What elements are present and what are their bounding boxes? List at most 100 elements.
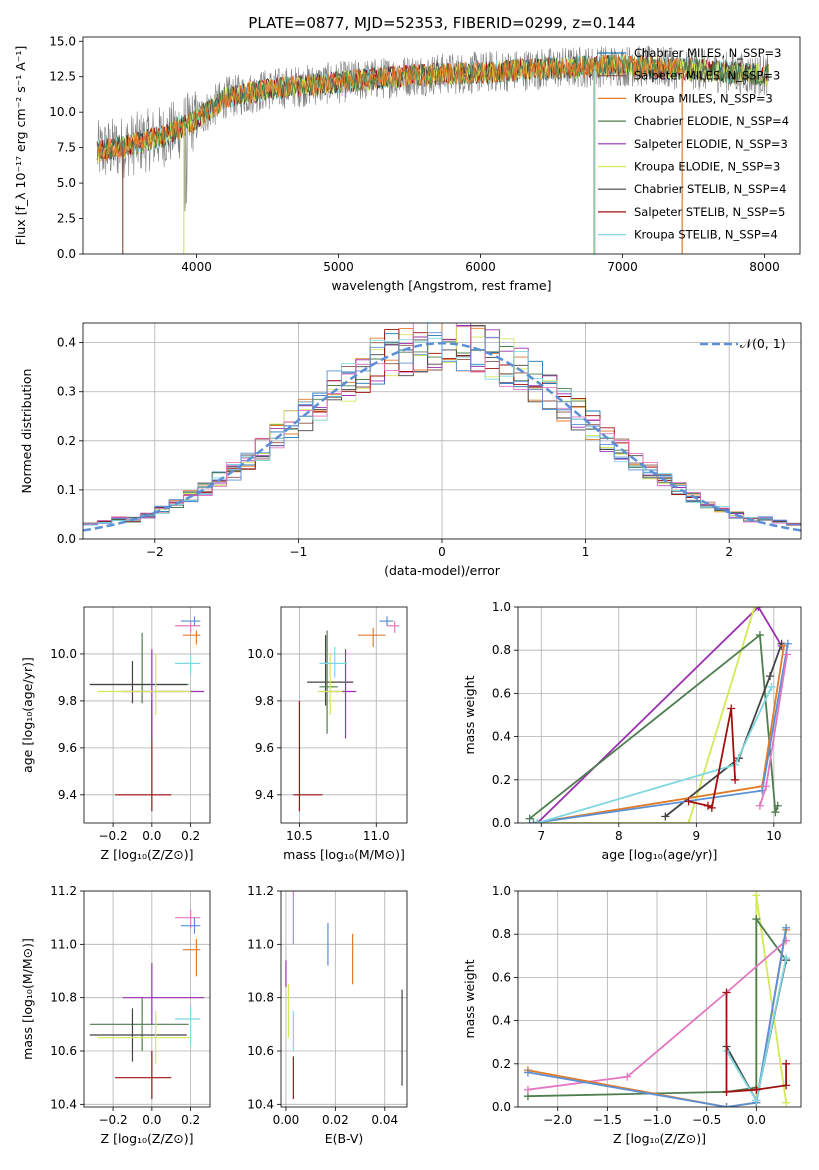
plus-marker [661,812,670,821]
tick-label-y: 0.0 [57,247,76,261]
axis-label-y: mass weight [462,675,477,754]
errorbar-point [122,963,205,1025]
plot-area-residuals [83,323,801,539]
errorbar-point [182,630,201,645]
plus-marker [771,808,780,817]
legend-entry: Kroupa STELIB, N_SSP=4 [634,228,778,242]
plus-marker [523,1085,532,1094]
mass-weight-line [533,607,756,823]
mass-weight-line [664,643,783,818]
plus-marker [752,915,761,924]
plot-area-massweight-vs-age [518,607,801,823]
plus-marker [722,988,731,997]
tick-label-x: 1 [582,545,590,559]
errorbar-point [180,616,201,626]
tick-label-y: 9.4 [255,788,274,802]
tick-label-y: 0.0 [57,532,76,546]
plus-marker [782,1081,791,1090]
tick-label-y: 0.0 [492,816,511,830]
tick-label-y: 10.0 [50,647,77,661]
tick-label-y: 10.0 [49,105,76,119]
axes-massweight-vs-age: 7 8 9 10 0.0 0.2 0.4 0.6 0.8 1.0 age [log₁₀(age/yr… [462,600,802,862]
plus-marker [782,923,791,932]
legend-entry: Chabrier MILES, N_SSP=3 [634,46,781,60]
plus-marker [782,1059,791,1068]
axes-massweight-vs-Z: −2.0 −1.5 −1.0 −0.5 0.0 0.0 0.2 0.4 0.6 0.8 1.0 Z [… [462,884,802,1146]
axes-frame [83,890,211,1108]
plus-marker [750,607,759,611]
plus-marker [722,1087,731,1096]
errorbar-point [175,653,201,676]
axis-label-y: mass weight [462,959,477,1038]
axis-label-y: Normed distribution [19,369,34,494]
errorbar-point [387,621,400,633]
plot-area-mass-vs-EBV [281,891,407,1107]
axis-label-x: Z [log₁₀(Z/Z⊙)] [101,1131,194,1146]
tick-label-y: 9.8 [58,694,77,708]
axes-spectrum: 4000 5000 6000 7000 8000 0.0 2.5 5.0 7.5 10.0 12.5… [13,34,801,293]
plus-marker [684,819,693,823]
tick-label-y: 9.6 [255,741,274,755]
tick-label-y: 12.5 [49,70,76,84]
axes-frame [280,606,408,824]
axes-frame [517,606,802,824]
tick-label-x: 0.04 [371,1113,398,1127]
axis-label-x: Z [log₁₀(Z/Z⊙)] [101,847,194,862]
tick-label-y: 2.5 [57,212,76,226]
mass-weight-line [536,607,783,823]
plus-marker [533,819,542,823]
axes-age-vs-Z: −0.2 0.0 0.2 9.4 9.6 9.8 10.0 Z [log₁₀(Z/Z⊙)] ag… [20,606,211,862]
axis-label-x: age [log₁₀(age/yr)] [602,847,718,862]
tick-label-x: −0.2 [99,1113,128,1127]
tick-label-y: 11.2 [247,884,274,898]
tick-label-x: −2 [146,545,164,559]
tick-label-x: 0.02 [322,1113,349,1127]
tick-label-x: 10.5 [286,829,313,843]
tick-label-x: −1 [290,545,308,559]
tick-label-x: 0.00 [273,1113,300,1127]
tick-label-x: 0.0 [142,1113,161,1127]
plus-marker [773,801,782,810]
plus-marker [752,1085,761,1094]
model-spectrum-line [96,54,682,163]
errorbar-point [319,646,348,678]
plus-marker [525,814,534,823]
tick-label-y: 0.2 [492,773,511,787]
tick-label-x: −2.0 [543,1113,572,1127]
plus-marker [752,1096,761,1105]
tick-label-x: 0.0 [142,829,161,843]
errorbar-point [89,661,187,704]
legend-entry: Kroupa MILES, N_SSP=3 [634,91,773,105]
plus-marker [782,953,791,962]
plus-marker [755,801,764,810]
axes-residuals: −2 −1 0 1 2 0.0 0.1 0.2 0.3 0.4 (data-model)/error… [19,322,802,578]
tick-label-x: −1.5 [593,1113,622,1127]
plus-marker [727,704,736,713]
errorbar-point [97,1011,191,1065]
plus-marker [684,797,693,806]
errorbar-point [175,621,201,633]
tick-label-y: 10.4 [247,1097,274,1111]
plus-marker [722,1103,731,1107]
axis-label-x: (data-model)/error [384,563,501,578]
tick-label-y: 0.4 [57,336,76,350]
errorbar-point [319,630,338,734]
errorbar-point [175,1005,201,1046]
errorbar-point [357,628,386,647]
plus-marker [767,682,776,691]
axes-frame [82,36,801,255]
tick-label-y: 0.2 [57,434,76,448]
axes-mass-vs-EBV: 0.00 0.02 0.04 10.4 10.6 10.8 11.0 11.2 E(B-V) [247,884,408,1146]
axis-label-y: age [log₁₀(age/yr)] [20,657,35,773]
legend-entry: Salpeter ELODIE, N_SSP=3 [634,137,788,151]
tick-label-x: 7 [537,829,545,843]
plus-marker [523,1068,532,1077]
errorbar-point [97,653,191,715]
errorbar-point [89,997,189,1051]
plot-area-mass-vs-Z [84,891,210,1107]
legend-entry: Chabrier STELIB, N_SSP=4 [634,182,786,196]
tick-label-y: 5.0 [57,176,76,190]
tick-label-x: 0 [438,545,446,559]
legend-entry: Chabrier ELODIE, N_SSP=4 [634,114,789,128]
tick-label-y: 7.5 [57,141,76,155]
